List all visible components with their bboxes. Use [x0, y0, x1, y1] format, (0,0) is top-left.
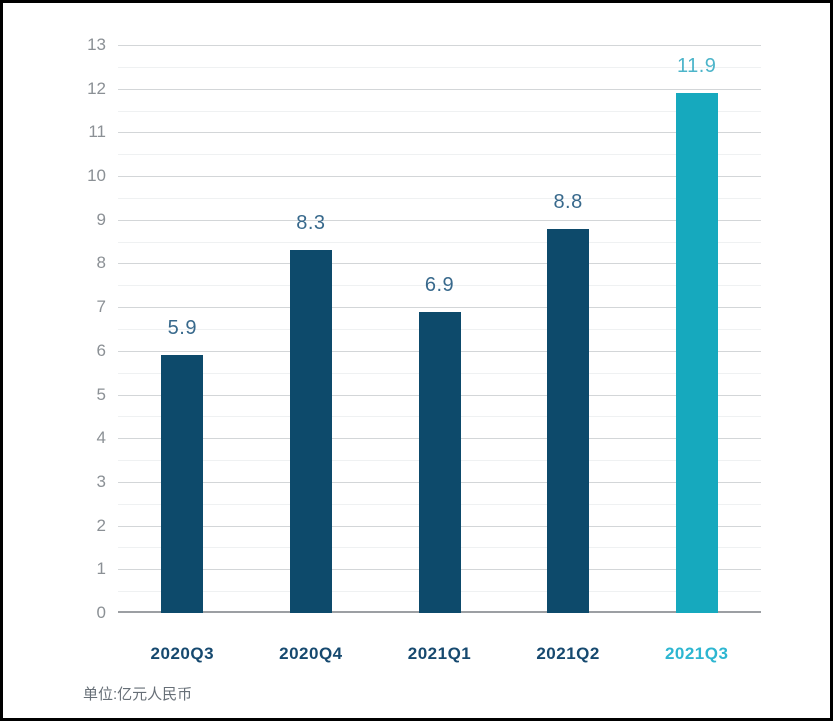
y-tick-label: 8 — [96, 253, 106, 273]
gridline-minor — [118, 241, 761, 243]
x-label-2021Q2: 2021Q2 — [536, 644, 600, 663]
gridline-minor — [118, 66, 761, 68]
bar-2021Q2 — [547, 228, 590, 613]
value-label-2020Q3: 5.9 — [167, 317, 197, 340]
y-tick-label: 9 — [96, 209, 106, 229]
gridline-minor — [118, 154, 761, 156]
gridline-major — [118, 132, 761, 134]
gridline-minor — [118, 110, 761, 112]
y-tick-label: 12 — [87, 78, 106, 98]
x-label-2020Q4: 2020Q4 — [279, 644, 343, 663]
gridline-major — [118, 176, 761, 178]
gridline-major — [118, 45, 761, 46]
gridline-minor — [118, 197, 761, 199]
y-tick-label: 10 — [87, 166, 106, 186]
bar-2020Q4 — [289, 250, 332, 613]
bar-2021Q3 — [675, 93, 718, 613]
x-axis: 2020Q3 2020Q4 2021Q1 2021Q2 2021Q3 — [118, 644, 761, 668]
y-tick-label: 5 — [96, 384, 106, 404]
x-label-2021Q3: 2021Q3 — [664, 644, 729, 663]
y-tick-label: 3 — [96, 471, 106, 491]
y-tick-label: 7 — [96, 297, 106, 317]
y-tick-label: 13 — [87, 35, 106, 54]
y-axis: 0 1 2 3 4 5 6 7 8 9 10 11 12 13 — [3, 35, 106, 622]
y-tick-label: 2 — [96, 515, 106, 535]
gridline-major — [118, 307, 761, 309]
gridline-major — [118, 88, 761, 90]
x-label-2020Q3: 2020Q3 — [150, 644, 215, 663]
x-label-2021Q1: 2021Q1 — [407, 644, 472, 663]
y-tick-label: 1 — [96, 559, 106, 579]
value-label-2021Q3: 11.9 — [676, 55, 717, 78]
gridline-minor — [118, 285, 761, 287]
plot-area: 5.9 8.3 6.9 8.8 11.9 — [118, 45, 761, 613]
unit-note-label: 单位:亿元人民币 — [83, 686, 193, 703]
bar-2020Q3 — [161, 355, 204, 613]
y-tick-label: 4 — [96, 428, 106, 448]
value-label-2021Q1: 6.9 — [424, 273, 455, 296]
value-label-2021Q2: 8.8 — [553, 190, 583, 213]
y-tick-label: 0 — [96, 603, 106, 622]
gridline-major — [118, 219, 761, 221]
y-tick-label: 11 — [88, 122, 106, 142]
value-label-2020Q4: 8.3 — [296, 212, 326, 235]
y-tick-label: 6 — [96, 340, 106, 360]
bar-2021Q1 — [418, 311, 461, 613]
gridline-major — [118, 263, 761, 265]
